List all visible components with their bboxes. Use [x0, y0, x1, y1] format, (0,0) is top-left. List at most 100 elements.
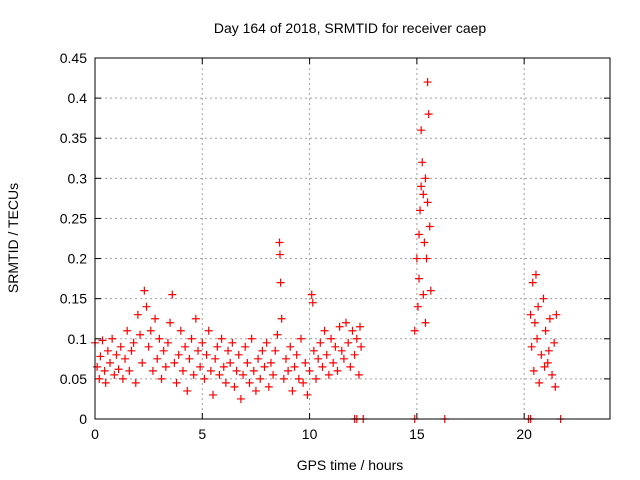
data-point	[527, 342, 536, 351]
data-point	[418, 158, 427, 167]
data-point	[121, 354, 130, 363]
data-point	[161, 362, 170, 371]
data-point	[288, 386, 297, 395]
data-point	[551, 382, 560, 391]
data-point	[183, 386, 192, 395]
data-point	[176, 326, 185, 335]
data-point	[544, 346, 553, 355]
data-point	[221, 378, 230, 387]
data-point	[528, 278, 537, 287]
data-point	[303, 390, 312, 399]
data-point	[413, 302, 422, 311]
data-point	[344, 338, 353, 347]
data-point	[181, 342, 190, 351]
data-point	[410, 326, 419, 335]
data-point	[320, 326, 329, 335]
data-point	[194, 346, 202, 355]
data-point	[136, 330, 145, 339]
data-point	[417, 182, 426, 191]
data-point	[276, 278, 285, 287]
data-point	[337, 346, 346, 355]
data-point	[138, 358, 147, 367]
data-point	[312, 374, 321, 383]
data-point	[421, 318, 430, 327]
data-point	[552, 310, 561, 319]
data-point	[241, 342, 250, 351]
data-point	[419, 190, 428, 199]
data-point	[416, 206, 425, 215]
data-point	[550, 338, 559, 347]
plot-frame	[94, 57, 611, 420]
data-point	[540, 362, 549, 371]
y-tick-label: 0.05	[60, 371, 87, 387]
data-point	[290, 362, 299, 371]
y-tick-label: 0.1	[68, 331, 88, 347]
data-point	[548, 370, 557, 379]
data-point	[284, 366, 293, 375]
data-point	[417, 126, 426, 135]
data-point	[163, 338, 172, 347]
data-point	[543, 358, 552, 367]
data-point	[168, 290, 177, 299]
data-point	[541, 326, 550, 335]
data-point	[539, 294, 548, 303]
x-tick-label: 15	[409, 426, 425, 442]
data-point	[424, 110, 433, 119]
data-point	[155, 334, 164, 343]
data-point	[215, 370, 224, 379]
data-point	[275, 250, 284, 259]
y-tick-label: 0.3	[68, 170, 88, 186]
x-axis-label: GPS time / hours	[297, 457, 404, 473]
y-tick-label: 0.45	[60, 50, 87, 66]
data-point	[206, 366, 215, 375]
data-point	[228, 338, 237, 347]
data-point	[537, 350, 546, 359]
data-point	[230, 382, 239, 391]
data-point	[245, 378, 254, 387]
y-tick-label: 0.4	[68, 90, 88, 106]
data-point	[213, 342, 222, 351]
data-point	[202, 350, 211, 359]
data-point	[309, 346, 318, 355]
data-point	[533, 334, 542, 343]
data-point	[239, 370, 248, 379]
data-point	[125, 366, 134, 375]
data-point	[335, 322, 344, 331]
data-point	[316, 338, 325, 347]
data-point	[324, 370, 333, 379]
data-point	[234, 350, 243, 359]
y-tick-label: 0.15	[60, 291, 87, 307]
data-point	[266, 358, 275, 367]
data-point	[219, 362, 228, 371]
data-point	[185, 354, 194, 363]
data-point	[275, 238, 284, 247]
data-point	[350, 350, 359, 359]
data-point	[329, 358, 338, 367]
data-point	[318, 362, 327, 371]
data-point	[112, 350, 121, 359]
data-point	[301, 358, 310, 367]
x-tick-label: 0	[91, 426, 99, 442]
data-point	[342, 318, 351, 327]
data-point	[307, 290, 316, 299]
data-point	[187, 334, 196, 343]
data-point	[254, 354, 263, 363]
data-point	[420, 238, 429, 247]
data-point	[129, 338, 138, 347]
y-axis-label: SRMTID / TECUs	[5, 183, 21, 293]
y-tick-label: 0.35	[60, 130, 87, 146]
data-point	[226, 358, 235, 367]
x-axis-ticks: 0 5 10 15 20	[91, 58, 532, 442]
data-point	[264, 382, 273, 391]
data-point	[172, 378, 181, 387]
data-point	[545, 314, 554, 323]
data-point	[415, 230, 424, 239]
data-point	[308, 298, 317, 307]
data-point	[247, 334, 256, 343]
y-tick-label: 0	[79, 411, 87, 427]
data-point	[123, 326, 132, 335]
data-point	[273, 330, 282, 339]
data-point	[421, 174, 430, 183]
data-point	[535, 378, 544, 387]
data-point	[196, 362, 205, 371]
